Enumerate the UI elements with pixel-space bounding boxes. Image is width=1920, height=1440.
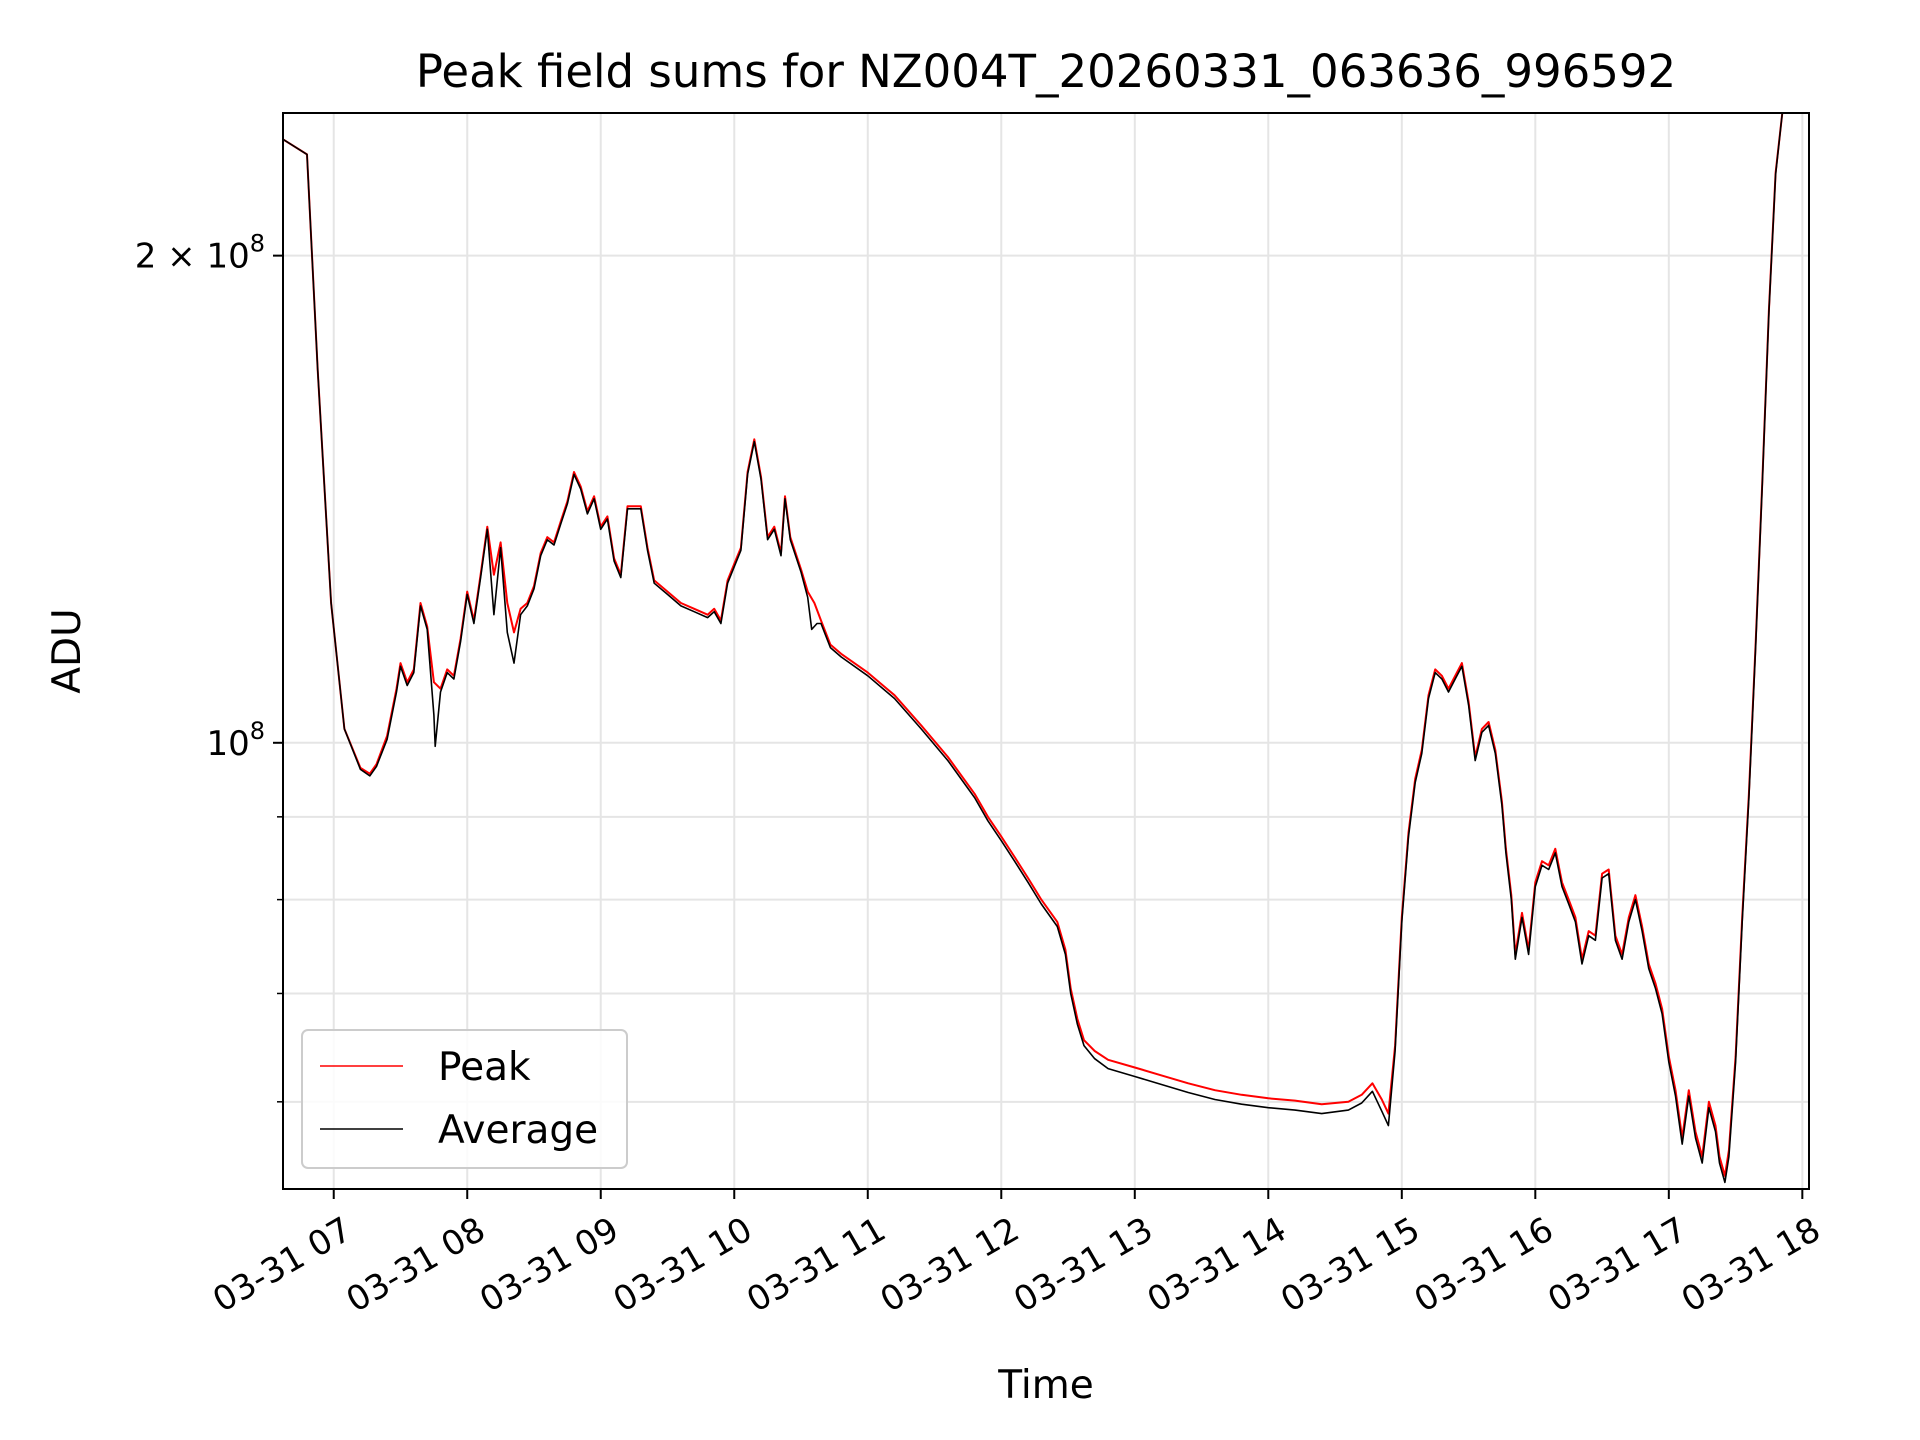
series-layer bbox=[283, 113, 1784, 1184]
legend: Peak Average bbox=[301, 1029, 628, 1169]
chart-title: Peak field sums for NZ004T_20260331_0636… bbox=[416, 45, 1676, 98]
series-line-average bbox=[283, 113, 1784, 1184]
y-axis-label: ADU bbox=[45, 608, 90, 693]
legend-label-peak: Peak bbox=[438, 1045, 531, 1090]
y-tick-label: 2 × 108 bbox=[135, 230, 265, 277]
plot-frame bbox=[282, 112, 1810, 1190]
legend-box bbox=[301, 1029, 628, 1169]
legend-label-average: Average bbox=[438, 1108, 598, 1153]
grid bbox=[283, 113, 1809, 1189]
x-axis-label: Time bbox=[997, 1363, 1093, 1408]
y-axis: 108 2 × 108 bbox=[135, 230, 283, 1103]
y-tick-label: 108 bbox=[206, 717, 265, 764]
